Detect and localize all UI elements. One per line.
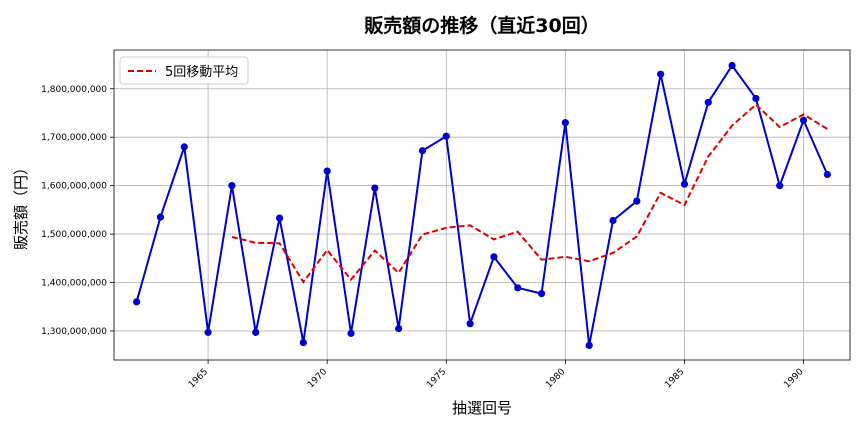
plot-area <box>113 49 851 361</box>
sales-point <box>728 61 736 70</box>
sales-point <box>442 132 450 140</box>
y-tick-label: 1,500,000,000 <box>41 230 107 240</box>
sales-point <box>561 119 569 127</box>
sales-point <box>490 253 498 261</box>
sales-point <box>585 341 593 350</box>
sales-point <box>537 290 546 298</box>
sales-point <box>133 298 141 306</box>
sales-point <box>371 184 379 192</box>
sales-point <box>347 329 355 337</box>
sales-point <box>799 116 808 124</box>
grid <box>114 50 850 360</box>
sales-point <box>657 70 665 78</box>
sales-point <box>156 213 165 221</box>
y-axis-title: 販売額（円） <box>12 160 30 250</box>
y-axis: 1,300,000,000 1,400,000,000 1,500,000,000 1… <box>41 85 114 337</box>
legend-label-moving-average: 5回移動平均 <box>165 65 238 80</box>
y-tick-label: 1,700,000,000 <box>41 133 107 143</box>
y-tick-label: 1,300,000,000 <box>41 327 107 337</box>
sales-point <box>752 94 760 103</box>
sales-point <box>323 167 331 175</box>
sales-point <box>299 338 307 347</box>
legend: 5回移動平均 <box>119 56 249 85</box>
moving-average-line <box>231 103 828 284</box>
sales-point <box>275 214 284 222</box>
x-tick-label: 1965 <box>187 367 210 390</box>
sales-point <box>395 324 403 333</box>
x-axis: 1965 1970 1975 1980 1985 1990 <box>187 360 806 390</box>
sales-point <box>418 147 427 155</box>
sales-point <box>776 182 784 190</box>
chart-title: 販売額の推移（直近30回） <box>364 14 599 37</box>
x-axis-title: 抽選回号 <box>452 399 512 417</box>
sales-line <box>135 64 829 347</box>
sales-point <box>180 143 188 151</box>
y-tick-label: 1,800,000,000 <box>41 85 107 95</box>
sales-point <box>680 180 689 188</box>
sales-point <box>466 320 474 328</box>
x-tick-label: 1990 <box>782 367 805 390</box>
sales-point <box>228 182 236 190</box>
sales-point <box>609 216 617 225</box>
legend-box <box>119 56 249 85</box>
sales-point <box>704 98 712 106</box>
series <box>133 61 831 350</box>
x-tick-label: 1970 <box>306 367 329 390</box>
y-tick-label: 1,400,000,000 <box>41 279 107 289</box>
sales-point <box>823 170 831 179</box>
x-tick-label: 1975 <box>425 367 448 390</box>
x-tick-label: 1985 <box>663 367 686 390</box>
y-tick-label: 1,600,000,000 <box>41 182 107 192</box>
sales-point <box>252 328 260 336</box>
sales-point <box>204 328 212 336</box>
sales-point <box>514 284 522 292</box>
sales-point <box>633 197 641 205</box>
x-tick-label: 1980 <box>544 367 567 390</box>
